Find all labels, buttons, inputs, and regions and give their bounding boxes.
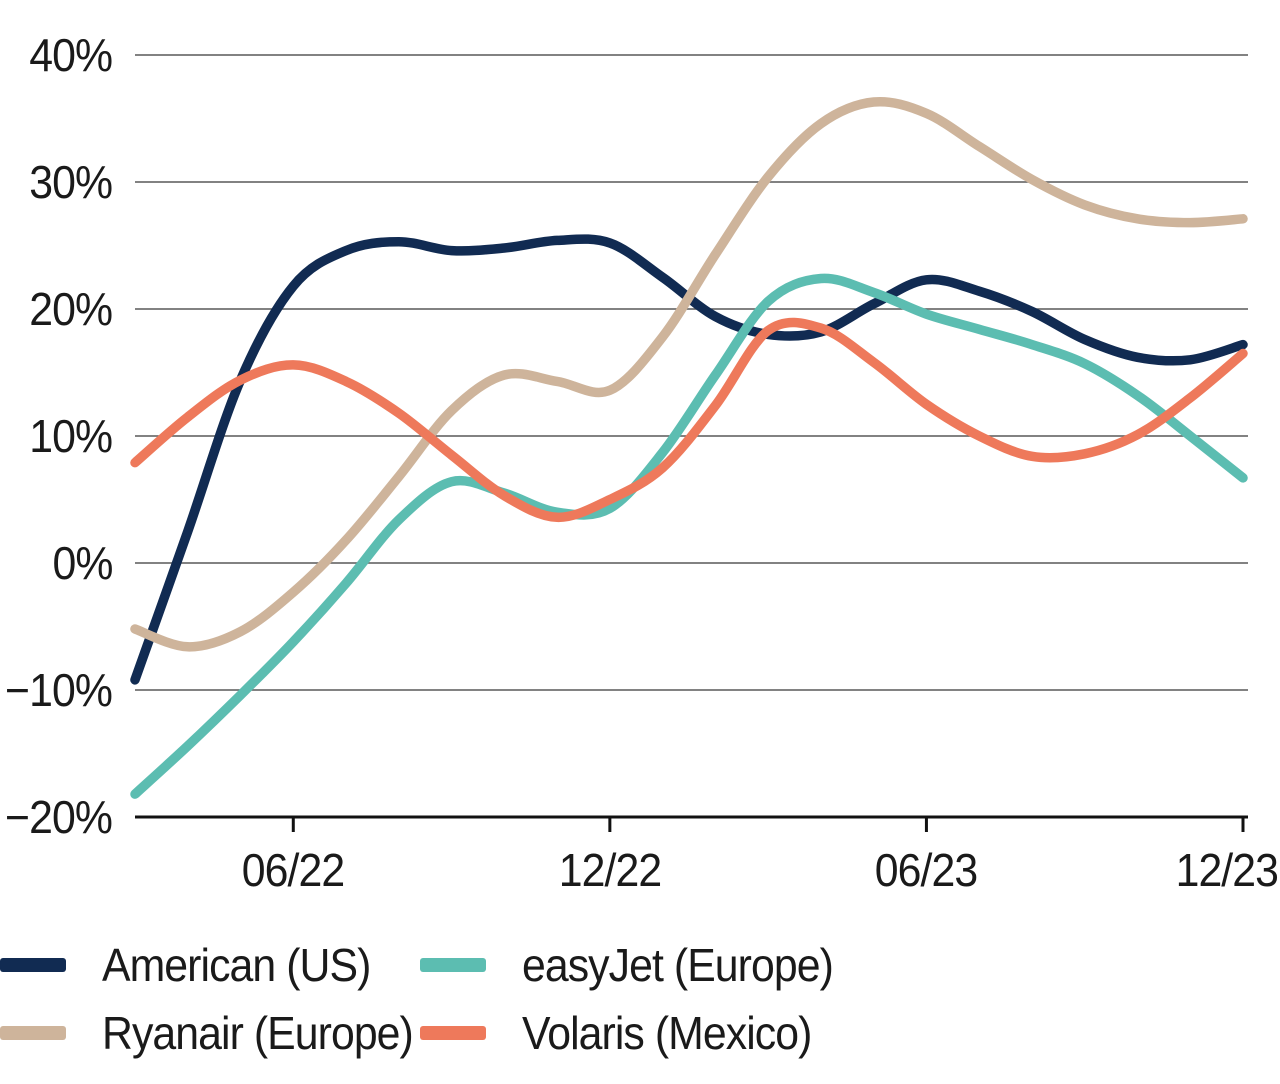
legend-swatch-american-us [0,958,66,972]
y-axis-label-10: −10% [5,664,113,716]
y-axis-label-40: 40% [29,29,113,81]
legend-item-easyjet-europe: easyJet (Europe) [420,939,856,991]
legend-label-easyjet-europe: easyJet (Europe) [522,939,834,991]
legend-item-volaris-mexico: Volaris (Mexico) [420,1007,856,1059]
x-axis-label-06-22: 06/22 [242,844,345,896]
x-axis-label-12-22: 12/22 [558,844,662,896]
legend-label-ryanair-europe: Ryanair (Europe) [102,1007,414,1059]
legend-swatch-easyjet-europe [420,958,486,972]
y-axis-label-30: 30% [29,156,113,208]
y-axis-label-20: 20% [29,283,113,335]
series-line-american-us [130,234,1248,685]
legend-item-ryanair-europe: Ryanair (Europe) [0,1007,420,1059]
y-axis-label-20: −20% [5,791,113,843]
y-axis-label-10: 10% [29,410,113,462]
legend-swatch-ryanair-europe [0,1026,66,1040]
legend-label-american-us: American (US) [102,939,371,991]
x-axis-label-06-23: 06/23 [875,844,978,896]
series-line-volaris-mexico [130,317,1248,523]
series-line-easyjet-europe [130,273,1248,799]
legend-swatch-volaris-mexico [420,1026,486,1040]
legend-label-volaris-mexico: Volaris (Mexico) [522,1007,812,1059]
legend-item-american-us: American (US) [0,939,420,991]
series-line-ryanair-europe [130,96,1248,652]
x-axis-label-12-23: 12/23 [1175,844,1279,896]
chart-legend: American (US) easyJet (Europe) Ryanair (… [0,939,856,1059]
y-axis-label-0: 0% [52,537,113,589]
